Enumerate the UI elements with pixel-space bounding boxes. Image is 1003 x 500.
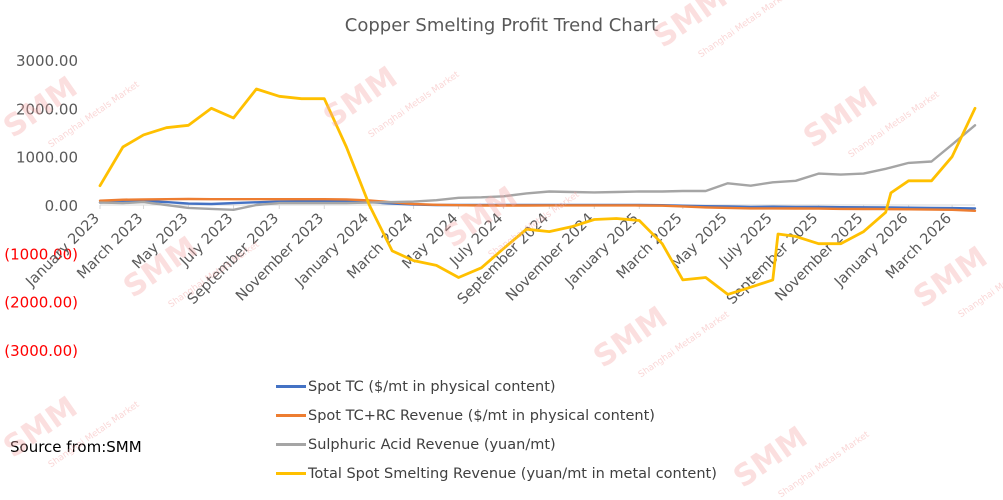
y-tick-label: 0.00 xyxy=(45,197,78,215)
y-tick-label: 1000.00 xyxy=(16,149,78,167)
legend-item: Spot TC ($/mt in physical content) xyxy=(276,372,717,401)
source-note: Source from:SMM xyxy=(10,438,142,456)
chart-title: Copper Smelting Profit Trend Chart xyxy=(344,15,659,36)
y-tick-label: 3000.00 xyxy=(16,52,78,70)
legend-swatch xyxy=(276,414,306,417)
legend-label: Sulphuric Acid Revenue (yuan/mt) xyxy=(308,436,556,453)
legend-label: Spot TC+RC Revenue ($/mt in physical con… xyxy=(308,407,655,424)
y-tick-label: 2000.00 xyxy=(16,100,78,118)
series-line-2 xyxy=(98,197,977,213)
series-line-3 xyxy=(98,124,977,212)
legend-item: Total Spot Smelting Revenue (yuan/mt in … xyxy=(276,459,717,488)
y-tick-label: (2000.00) xyxy=(4,294,78,312)
legend-item: Spot TC+RC Revenue ($/mt in physical con… xyxy=(276,401,717,430)
legend-swatch xyxy=(276,385,306,388)
series-line-4 xyxy=(98,87,977,296)
y-tick-label: (3000.00) xyxy=(4,342,78,360)
legend-label: Spot TC ($/mt in physical content) xyxy=(308,378,556,395)
legend-label: Total Spot Smelting Revenue (yuan/mt in … xyxy=(308,465,717,482)
legend-swatch xyxy=(276,472,306,475)
y-tick-label: (1000.00) xyxy=(4,245,78,263)
legend: Spot TC ($/mt in physical content) Spot T… xyxy=(276,372,717,488)
legend-item: Sulphuric Acid Revenue (yuan/mt) xyxy=(276,430,717,459)
legend-swatch xyxy=(276,443,306,446)
